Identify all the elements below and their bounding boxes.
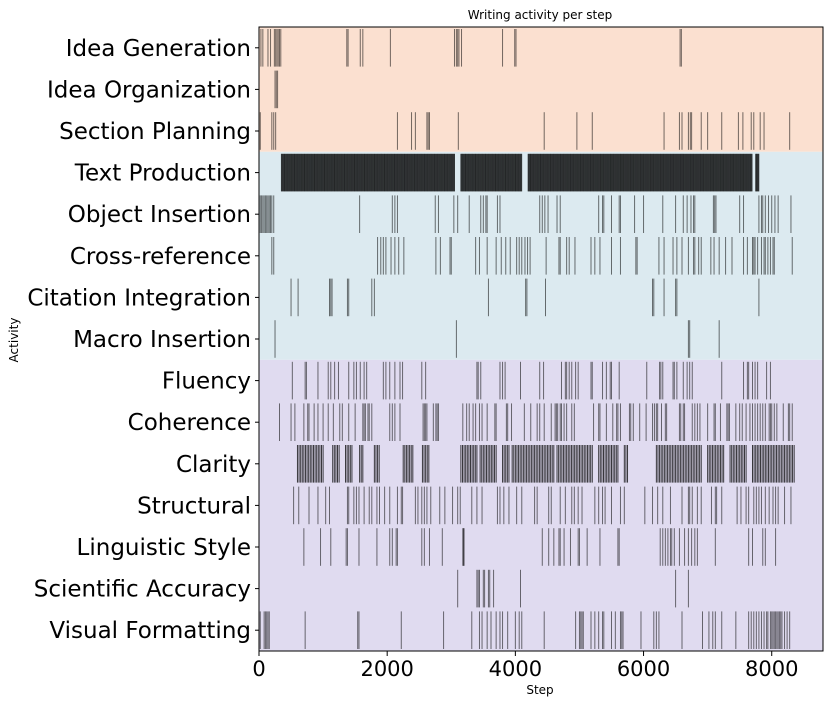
x-tick-label: 4000	[489, 657, 542, 681]
x-tick-label: 6000	[617, 657, 670, 681]
category-label: Idea Generation	[66, 36, 251, 62]
x-tick-label: 8000	[745, 657, 798, 681]
category-label: Structural	[137, 493, 251, 519]
x-tick-label: 0	[252, 657, 265, 681]
row-events-5	[271, 237, 793, 275]
row-events-14	[259, 611, 791, 649]
group-background-0	[259, 27, 823, 152]
row-events-6	[290, 278, 760, 317]
row-events-11	[293, 486, 792, 525]
row-events-3	[280, 153, 760, 192]
category-label: Scientific Accuracy	[34, 577, 251, 603]
category-label: Fluency	[162, 369, 251, 395]
row-events-9	[279, 403, 793, 441]
row-events-4	[259, 195, 792, 233]
category-labels: Idea Generation Idea Organization Section …	[27, 36, 259, 644]
category-label: Coherence	[128, 410, 251, 436]
category-label: Section Planning	[59, 119, 251, 145]
category-label: Citation Integration	[27, 285, 251, 311]
category-label: Text Production	[74, 161, 251, 187]
y-axis-label: Activity	[7, 318, 21, 363]
row-events-10	[296, 445, 795, 483]
category-label: Idea Organization	[47, 77, 251, 103]
category-label: Cross-reference	[70, 244, 251, 270]
row-events-0	[260, 29, 682, 67]
event-lines	[259, 29, 795, 649]
plot-frame	[258, 26, 824, 652]
x-tick-label: 2000	[360, 657, 413, 681]
row-events-8	[291, 361, 771, 400]
category-label: Visual Formatting	[49, 618, 251, 644]
category-label: Object Insertion	[68, 202, 251, 228]
row-events-13	[457, 569, 689, 608]
row-events-2	[259, 112, 791, 150]
category-label: Clarity	[176, 452, 251, 478]
category-label: Linguistic Style	[77, 535, 251, 561]
x-axis-label: Step	[526, 683, 553, 697]
x-ticks: 0 2000 4000 6000 8000	[252, 651, 798, 681]
row-events-12	[303, 528, 777, 566]
row-events-7	[274, 320, 720, 358]
row-events-1	[274, 70, 279, 109]
group-background-2	[259, 359, 823, 651]
chart-title: Writing activity per step	[468, 8, 612, 22]
category-label: Macro Insertion	[73, 327, 251, 353]
